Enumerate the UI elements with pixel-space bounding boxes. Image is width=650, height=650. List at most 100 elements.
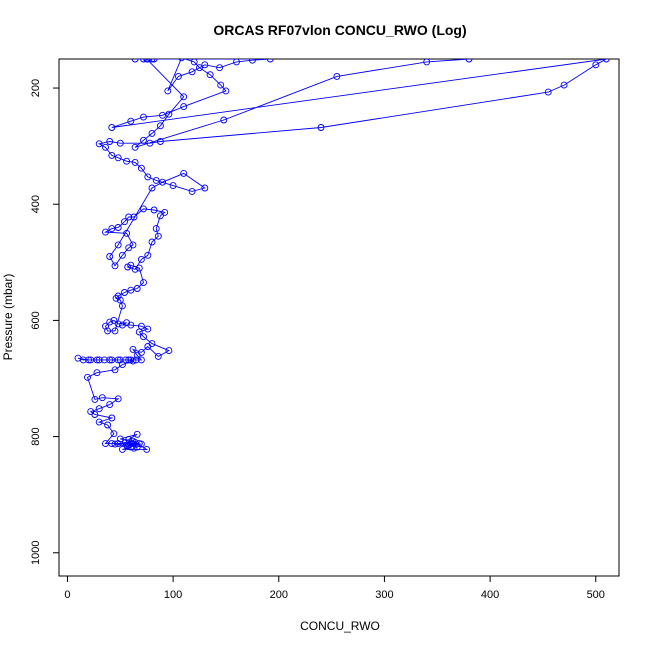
data-point (465, 59, 473, 63)
x-axis: 0 100 200 300 400 500 (64, 576, 605, 601)
data-point (125, 356, 133, 364)
data-point (423, 59, 431, 66)
data-point (123, 319, 131, 327)
data-point (137, 348, 145, 356)
data-point (118, 445, 126, 453)
data-point (106, 401, 114, 409)
data-point (143, 59, 151, 63)
data-point (108, 414, 116, 422)
data-point (95, 140, 103, 148)
data-point (137, 164, 145, 172)
data-point (146, 139, 154, 147)
data-point (148, 184, 156, 192)
data-point (144, 173, 152, 181)
data-point (169, 182, 177, 190)
data-point (110, 430, 118, 438)
x-tick-label: 0 (64, 589, 70, 601)
data-point (125, 436, 133, 443)
data-point (131, 59, 139, 63)
data-point (180, 93, 188, 101)
data-point (135, 264, 143, 272)
series-layer (74, 59, 610, 453)
data-point (112, 294, 120, 302)
data-point (114, 292, 122, 300)
data-point (123, 229, 131, 237)
data-point (114, 224, 122, 231)
data-point (95, 356, 103, 364)
data-point (111, 262, 119, 270)
data-point (137, 255, 145, 263)
data-point (148, 129, 156, 137)
data-point (108, 356, 116, 364)
data-point (152, 225, 160, 233)
data-point (111, 440, 119, 448)
data-point (544, 88, 552, 96)
data-point (592, 61, 600, 69)
data-point (84, 373, 91, 381)
data-point (188, 68, 196, 76)
data-point (201, 184, 209, 192)
data-point (216, 64, 224, 72)
data-point (137, 356, 145, 364)
data-point (106, 318, 114, 326)
data-point (131, 265, 139, 273)
data-point (317, 124, 325, 131)
data-point (206, 71, 214, 79)
data-point (116, 139, 124, 147)
data-point (102, 143, 109, 151)
data-point (560, 81, 568, 89)
x-tick-label: 100 (164, 589, 182, 601)
y-tick-label: 600 (30, 311, 42, 329)
data-point (178, 59, 185, 62)
data-point (91, 395, 99, 403)
data-point (222, 87, 230, 95)
data-point (233, 59, 240, 66)
data-point (116, 435, 124, 443)
y-tick-label: 400 (30, 195, 42, 213)
data-point (140, 205, 147, 213)
data-point (133, 430, 141, 438)
data-point (156, 138, 164, 145)
data-point (602, 59, 610, 63)
data-point (111, 366, 119, 374)
data-point (87, 356, 95, 364)
data-point (132, 356, 140, 364)
data-point (114, 154, 122, 162)
data-point (143, 445, 151, 453)
data-point (140, 136, 147, 144)
data-point (140, 279, 147, 287)
data-point (135, 328, 143, 336)
y-tick-label: 200 (30, 79, 42, 97)
data-point (100, 356, 108, 364)
data-point (137, 322, 145, 330)
data-point (266, 59, 274, 63)
y-tick-label: 800 (30, 427, 42, 445)
data-point (106, 253, 114, 260)
data-point (159, 111, 166, 119)
data-point (106, 138, 114, 145)
data-point (102, 440, 109, 448)
data-point (148, 340, 156, 348)
data-point (148, 238, 156, 246)
data-point (161, 208, 169, 216)
y-axis: 200 400 600 800 1000 (30, 79, 59, 565)
data-point (165, 347, 173, 355)
data-point (85, 356, 93, 364)
data-point (124, 263, 132, 271)
data-point (154, 352, 162, 360)
x-axis-label: CONCU_RWO (300, 619, 380, 633)
data-point (201, 61, 209, 69)
data-point (123, 157, 131, 165)
data-point (118, 302, 126, 310)
data-point (140, 113, 147, 121)
data-point (114, 320, 122, 328)
x-tick-label: 200 (270, 589, 288, 601)
data-point (180, 169, 188, 177)
plot-frame (58, 58, 620, 577)
data-point (74, 354, 82, 362)
data-point (220, 116, 228, 124)
data-point (122, 356, 130, 364)
data-point (164, 87, 172, 95)
data-point (108, 225, 116, 233)
data-point (140, 59, 147, 63)
